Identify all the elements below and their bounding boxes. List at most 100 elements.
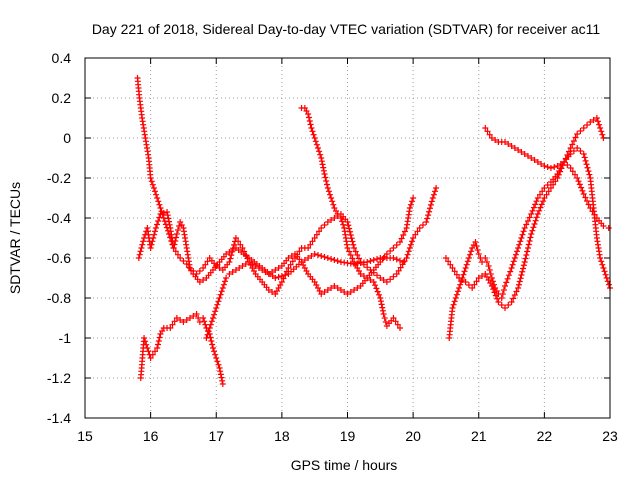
data-point-track-b (193, 271, 200, 277)
data-point-track-e (334, 211, 341, 217)
data-point-track-d (383, 251, 390, 257)
data-point-track-h (490, 286, 497, 293)
data-point-track-h (555, 171, 562, 178)
data-point-track-b (216, 265, 223, 271)
data-point-track-h (449, 265, 456, 271)
data-point-track-d (216, 295, 223, 301)
data-point-track-f (570, 138, 577, 144)
data-point-track-f (528, 211, 535, 217)
data-point-track-h (552, 178, 559, 185)
data-point-track-b (152, 228, 158, 235)
y-tick-label: -1 (59, 330, 72, 346)
data-point-track-h (456, 275, 463, 281)
y-tick-label: -1.2 (47, 370, 71, 386)
data-point-track-b (423, 219, 430, 225)
data-point-track-h (581, 154, 588, 161)
data-point-track-f (499, 291, 506, 297)
data-point-track-g (486, 131, 493, 138)
data-point-track-h (599, 261, 606, 268)
data-point-track-b (242, 252, 249, 258)
data-point-track-b (377, 275, 384, 281)
data-point-track-b (407, 241, 414, 248)
data-point-track-f (534, 195, 541, 201)
data-point-track-h (598, 258, 605, 265)
data-point-track-a (180, 258, 187, 264)
data-point-track-h (523, 252, 530, 258)
data-point-track-d (213, 305, 220, 311)
data-point-track-d (209, 315, 216, 321)
data-point-track-b (200, 265, 207, 271)
data-point-track-b (196, 268, 203, 274)
data-point-track-h (532, 217, 539, 224)
data-point-track-c (147, 355, 154, 361)
data-point-track-b (346, 228, 353, 235)
data-point-track-g (531, 157, 538, 163)
data-point-track-d (354, 285, 361, 291)
data-point-track-b (355, 255, 362, 262)
data-point-track-d (390, 245, 397, 251)
data-point-track-g (600, 223, 607, 229)
data-point-track-e (377, 295, 384, 301)
data-point-track-a (157, 205, 164, 211)
data-point-track-f (567, 145, 574, 151)
data-point-track-e (394, 321, 401, 328)
data-point-track-b (282, 272, 289, 278)
data-point-track-b (278, 279, 285, 285)
x-tick-label: 23 (602, 428, 618, 444)
data-point-track-b (352, 248, 359, 255)
data-point-track-h (601, 268, 608, 275)
data-point-track-g (580, 191, 587, 197)
data-point-track-b (280, 275, 287, 282)
data-point-track-h (445, 258, 452, 265)
data-point-track-b (403, 255, 410, 261)
data-point-track-d (223, 275, 230, 281)
data-point-track-b (173, 231, 180, 237)
data-point-track-d (206, 325, 213, 331)
chart-title: Day 221 of 2018, Sidereal Day-to-day VTE… (92, 21, 601, 37)
data-point-track-b (265, 287, 272, 293)
data-point-track-e (311, 135, 318, 141)
data-point-track-h (538, 201, 545, 208)
data-point-track-f (498, 295, 505, 301)
data-point-track-b (174, 227, 181, 233)
data-point-track-f (532, 201, 539, 208)
data-point-track-b (172, 238, 179, 244)
data-point-track-d (398, 235, 405, 242)
data-point-track-d (220, 281, 227, 288)
data-point-track-a (149, 181, 156, 188)
data-point-track-b (432, 188, 438, 195)
data-point-track-b (157, 211, 164, 217)
data-point-track-b (228, 252, 235, 259)
data-point-track-h (583, 161, 590, 168)
data-point-track-g (551, 164, 558, 170)
data-point-track-c (217, 371, 224, 378)
data-point-track-h (541, 195, 548, 201)
data-point-track-d (409, 198, 416, 205)
data-point-track-f (524, 218, 531, 224)
data-point-track-b (364, 264, 371, 271)
data-point-track-d (321, 289, 328, 295)
data-point-track-e (374, 288, 381, 295)
data-point-track-b (235, 238, 242, 245)
data-point-track-b (318, 225, 325, 231)
data-point-track-e (322, 174, 329, 181)
data-point-track-h (570, 148, 577, 154)
data-point-track-e (344, 245, 351, 251)
data-point-track-f (533, 198, 540, 205)
data-point-track-g (574, 175, 581, 181)
data-point-track-c (190, 313, 197, 319)
data-point-track-d (219, 285, 226, 291)
data-point-track-d (211, 311, 218, 318)
data-point-track-f (584, 122, 591, 128)
data-point-track-e (316, 148, 323, 155)
x-tick-label: 17 (208, 428, 224, 444)
data-point-track-f (452, 295, 459, 301)
data-point-track-e (327, 191, 333, 198)
data-point-track-h (531, 221, 538, 227)
data-point-track-f (460, 271, 467, 278)
data-point-track-c (144, 345, 151, 351)
data-point-track-f (461, 268, 468, 275)
data-point-track-h (488, 283, 495, 289)
data-point-track-e (314, 145, 321, 151)
data-point-track-b (424, 215, 431, 222)
